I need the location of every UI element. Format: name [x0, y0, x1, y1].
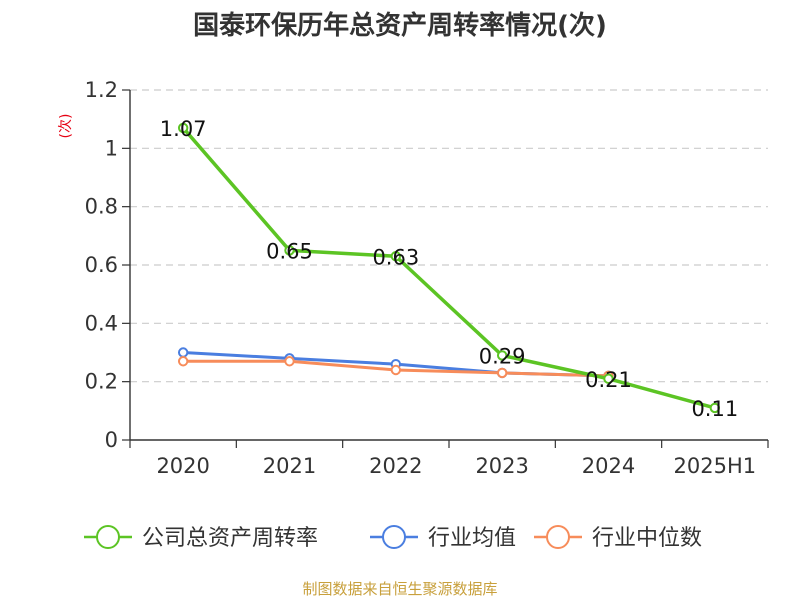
data-point: [284, 245, 295, 256]
legend-item[interactable]: 行业均值: [370, 525, 516, 551]
data-label: 1.07: [160, 117, 207, 141]
data-label: 0.65: [266, 239, 313, 263]
legend-label: 行业中位数: [592, 526, 702, 551]
source-note: 制图数据来自恒生聚源数据库: [302, 580, 497, 598]
legend-label: 公司总资产周转率: [142, 526, 318, 551]
legend-marker: [546, 525, 570, 549]
series-line: [181, 126, 717, 410]
legend-item[interactable]: 公司总资产周转率: [84, 525, 318, 551]
data-label: 0.21: [585, 368, 632, 392]
data-point: [284, 356, 295, 367]
data-point: [603, 373, 614, 384]
data-label: 0.29: [479, 344, 526, 368]
data-point: [496, 367, 508, 379]
x-tick-label: 2022: [369, 454, 422, 478]
data-point: [390, 251, 402, 262]
chart-title: 国泰环保历年总资产周转率情况(次): [193, 10, 607, 41]
legend-marker: [96, 525, 120, 549]
data-labels: 1.07 0.65 0.63 0.29 0.21 0.11: [160, 117, 738, 421]
y-tick-label: 0: [105, 428, 118, 452]
y-tick-label: 1: [105, 136, 118, 160]
x-tick-label: 2021: [263, 454, 316, 478]
series-lines: [177, 122, 721, 414]
data-label: 0.63: [372, 245, 419, 269]
x-tick-label: 2023: [475, 454, 528, 478]
y-tick-label: 0.4: [85, 311, 118, 335]
y-tick-label: 0.6: [85, 253, 118, 277]
data-point: [177, 347, 189, 358]
series-0: [177, 122, 721, 414]
data-point: [496, 350, 508, 361]
data-point: [709, 402, 721, 414]
legend-label: 行业均值: [428, 526, 516, 551]
y-axis-unit: (次): [58, 114, 74, 139]
x-tick-label: 2024: [582, 454, 635, 478]
data-point: [390, 364, 402, 376]
y-tick-label: 0.2: [85, 370, 118, 394]
data-point: [177, 356, 189, 367]
x-tick-label: 2020: [156, 454, 209, 478]
legend-marker: [382, 525, 406, 549]
grid-lines: [130, 89, 768, 383]
data-label: 0.11: [691, 397, 738, 421]
axes: 0 0.2 0.4 0.6 0.8 1 1.2 2020 2021 2022 2023 2024 202…: [85, 78, 769, 478]
x-tick-label: 2025H1: [674, 454, 757, 478]
data-point: [177, 122, 189, 134]
legend[interactable]: 公司总资产周转率 行业均值 行业中位数: [84, 525, 702, 551]
legend-item[interactable]: 行业中位数: [534, 525, 702, 551]
y-tick-label: 0.8: [85, 195, 118, 219]
y-tick-label: 1.2: [85, 78, 118, 102]
